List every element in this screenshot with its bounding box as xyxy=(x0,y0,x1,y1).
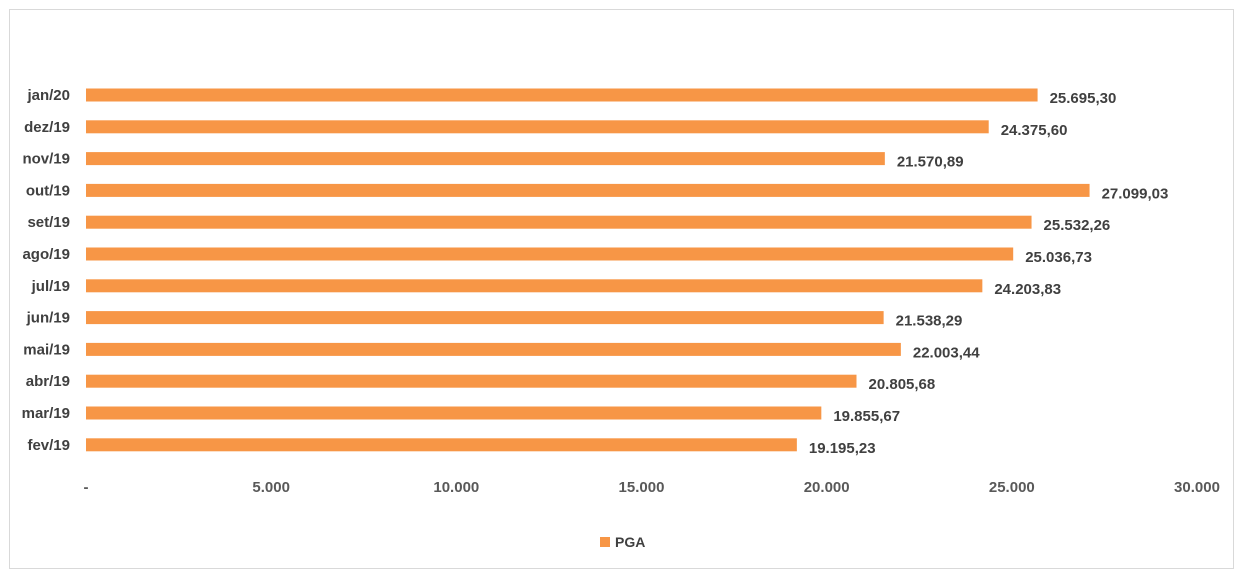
category-label: nov/19 xyxy=(22,151,70,168)
legend: PGA xyxy=(600,534,645,550)
category-label: dez/19 xyxy=(24,119,70,136)
bar-ago-19 xyxy=(86,247,1014,261)
category-label: jun/19 xyxy=(26,310,70,327)
bar-set-19 xyxy=(86,215,1032,229)
category-label: set/19 xyxy=(27,214,70,231)
bar-mai-19 xyxy=(86,342,901,356)
x-tick-label: 5.000 xyxy=(252,479,290,496)
category-label: out/19 xyxy=(26,182,70,199)
data-label: 20.805,68 xyxy=(869,376,936,393)
bar-mar-19 xyxy=(86,406,822,420)
value-labels: 25.695,30 24.375,60 21.570,89 27.099,03 25.5… xyxy=(809,90,1168,457)
x-tick-label: 20.000 xyxy=(804,479,850,496)
x-tick-label: 30.000 xyxy=(1174,479,1220,496)
x-tick-label: 25.000 xyxy=(989,479,1035,496)
bars-layer xyxy=(86,88,1090,452)
data-label: 24.203,83 xyxy=(994,281,1061,298)
data-label: 25.695,30 xyxy=(1050,90,1117,107)
data-label: 19.195,23 xyxy=(809,440,876,457)
category-labels: jan/20 dez/19 nov/19 out/19 set/19 ago/19 jul/… xyxy=(22,87,70,454)
x-tick-label: 10.000 xyxy=(433,479,479,496)
bar-fev-19 xyxy=(86,438,797,452)
data-label: 21.538,29 xyxy=(896,313,963,330)
category-label: abr/19 xyxy=(26,373,70,390)
data-label: 21.570,89 xyxy=(897,154,964,171)
bar-out-19 xyxy=(86,183,1090,197)
x-axis-ticks: - 5.000 10.000 15.000 20.000 25.000 30.000 xyxy=(84,479,1220,496)
x-tick-label: - xyxy=(84,479,89,496)
category-label: fev/19 xyxy=(27,437,70,454)
bar-jul-19 xyxy=(86,279,983,293)
data-label: 22.003,44 xyxy=(913,344,980,361)
data-label: 24.375,60 xyxy=(1001,122,1068,139)
bar-nov-19 xyxy=(86,152,885,166)
category-label: mar/19 xyxy=(22,405,70,422)
data-label: 27.099,03 xyxy=(1102,185,1169,202)
category-label: jan/20 xyxy=(26,87,70,104)
bar-dez-19 xyxy=(86,120,989,134)
data-label: 25.532,26 xyxy=(1044,217,1111,234)
category-label: jul/19 xyxy=(31,278,70,295)
x-tick-label: 15.000 xyxy=(619,479,665,496)
data-label: 25.036,73 xyxy=(1025,249,1092,266)
legend-swatch xyxy=(600,537,610,547)
category-label: ago/19 xyxy=(22,246,70,263)
legend-label: PGA xyxy=(615,534,645,550)
data-label: 19.855,67 xyxy=(833,408,900,425)
bar-abr-19 xyxy=(86,374,857,388)
bar-chart: jan/20 dez/19 nov/19 out/19 set/19 ago/19 jul/… xyxy=(22,87,1220,550)
bar-jun-19 xyxy=(86,311,884,325)
category-label: mai/19 xyxy=(23,341,70,358)
bar-jan-20 xyxy=(86,88,1038,102)
